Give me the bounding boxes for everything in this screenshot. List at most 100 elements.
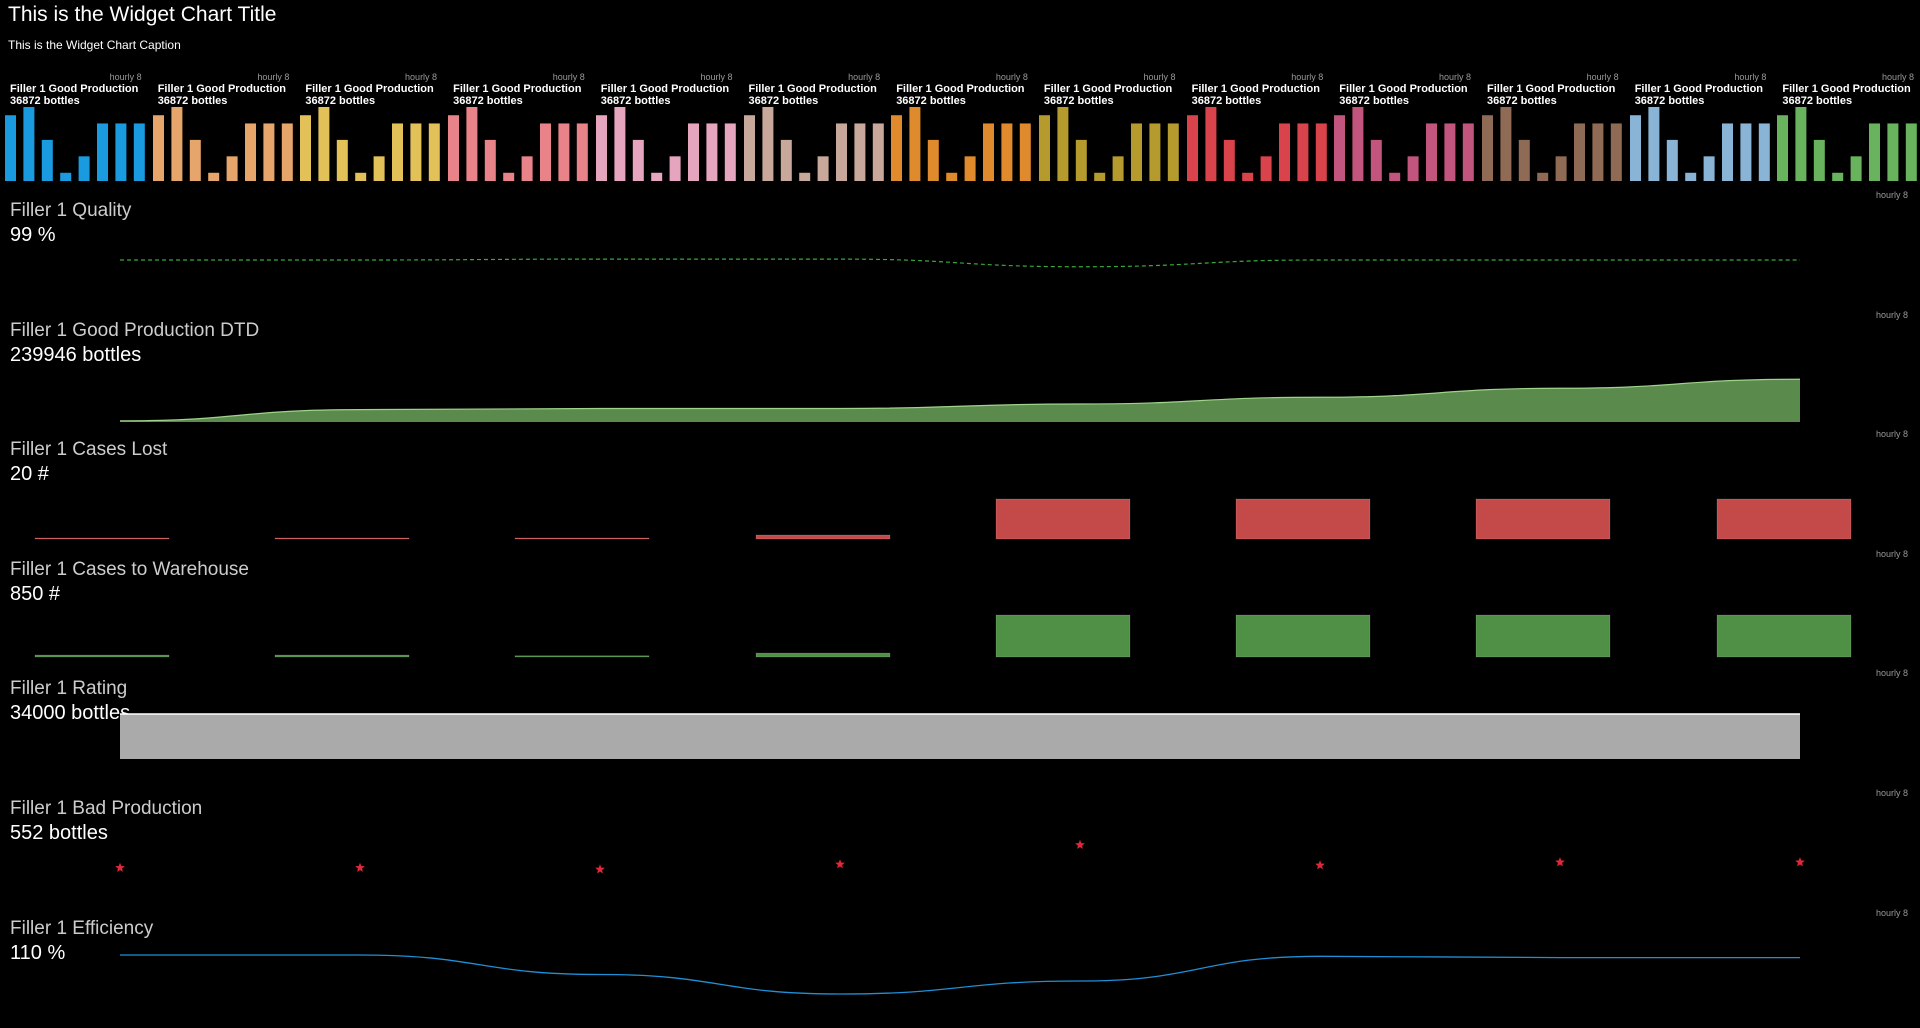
- panel-label: Filler 1 Good Production: [1487, 83, 1616, 95]
- bar: [1315, 123, 1327, 181]
- bar: [34, 654, 170, 658]
- metric-row-efficiency: hourly 8 Filler 1 Efficiency 110 %: [0, 908, 1920, 1028]
- bar: [1278, 123, 1290, 181]
- bar: [724, 123, 736, 181]
- metric-chart-efficiency: [120, 953, 1800, 995]
- bar: [1716, 614, 1852, 658]
- bar: [1352, 107, 1364, 181]
- metric-label: Filler 1 Cases Lost: [10, 439, 168, 461]
- bar: [946, 172, 958, 181]
- mini-panel: hourly 8 Filler 1 Good Production 36872 bo…: [0, 70, 148, 182]
- bar: [1610, 123, 1622, 181]
- panel-label: Filler 1 Good Production: [1339, 83, 1468, 95]
- bar: [576, 123, 588, 181]
- bar: [1463, 123, 1475, 181]
- panel-value: 36872 bottles: [1191, 95, 1262, 107]
- interval-label: hourly 8: [995, 72, 1028, 82]
- panel-label: Filler 1 Good Production: [157, 83, 287, 95]
- mini-bar-chart: [743, 107, 884, 181]
- mini-panel: hourly 8 Filler 1 Good Production 36872 bo…: [886, 70, 1034, 182]
- bar: [995, 498, 1131, 540]
- bar: [540, 123, 552, 181]
- bar: [1629, 115, 1641, 181]
- mini-panel: hourly 8 Filler 1 Good Production 36872 bo…: [591, 70, 739, 182]
- bar: [5, 115, 16, 181]
- bar: [1832, 172, 1844, 181]
- bar: [1592, 123, 1604, 181]
- interval-label: hourly 8: [552, 72, 585, 82]
- bar: [521, 156, 533, 181]
- bar: [1475, 614, 1611, 658]
- series-line: [120, 953, 1800, 995]
- interval-label: hourly 8: [257, 72, 290, 82]
- interval-label: hourly 8: [405, 72, 438, 82]
- panel-value: 36872 bottles: [896, 95, 966, 107]
- mini-bar-chart: [1038, 107, 1179, 181]
- bar: [755, 534, 891, 540]
- mini-bar-chart: [5, 107, 145, 181]
- bar: [1235, 614, 1371, 658]
- interval-label: hourly 8: [1875, 548, 1908, 559]
- bar: [1518, 139, 1530, 181]
- bar: [189, 139, 201, 181]
- metric-chart-cases_warehouse: [34, 614, 1852, 658]
- bar: [1887, 123, 1899, 181]
- mini-bar-chart: [1186, 107, 1327, 181]
- mini-panel: hourly 8 Filler 1 Good Production 36872 bo…: [1625, 70, 1773, 182]
- bar: [392, 123, 404, 181]
- panel-label: Filler 1 Good Production: [305, 83, 434, 95]
- panel-label: Filler 1 Good Production: [453, 83, 582, 95]
- bar: [133, 123, 145, 181]
- metric-label: Filler 1 Efficiency: [10, 917, 154, 939]
- bar: [927, 139, 939, 181]
- bar: [318, 107, 330, 181]
- bar: [1721, 123, 1733, 181]
- point: [115, 862, 125, 872]
- interval-label: hourly 8: [1875, 309, 1908, 320]
- bar: [1814, 139, 1826, 181]
- mini-panel: hourly 8 Filler 1 Good Production 36872 bo…: [1034, 70, 1182, 182]
- metric-label: Filler 1 Quality: [10, 200, 132, 221]
- bar: [964, 156, 976, 181]
- interval-label: hourly 8: [1734, 72, 1767, 82]
- interval-label: hourly 8: [1875, 190, 1908, 200]
- bar: [274, 537, 410, 540]
- bar: [1703, 156, 1715, 181]
- interval-label: hourly 8: [1586, 72, 1619, 82]
- bar: [761, 107, 773, 181]
- metric-row-good_dtd: hourly 8 Filler 1 Good Production DTD 2399…: [0, 310, 1920, 430]
- bar: [429, 123, 441, 181]
- metric-chart-quality: [120, 258, 1800, 268]
- bar: [1475, 498, 1611, 540]
- interval-label: hourly 8: [109, 72, 142, 82]
- bar: [1204, 107, 1216, 181]
- bar: [1795, 107, 1807, 181]
- panel-label: Filler 1 Good Production: [10, 83, 139, 95]
- bar: [274, 654, 410, 658]
- bar: [687, 123, 699, 181]
- mini-panel: hourly 8 Filler 1 Good Production 36872 bo…: [1477, 70, 1625, 182]
- bar: [614, 107, 626, 181]
- point: [355, 862, 365, 872]
- metric-value: 34000 bottles: [10, 702, 131, 725]
- bar: [60, 172, 72, 181]
- bar: [817, 156, 829, 181]
- bar: [1001, 123, 1013, 181]
- bar: [1500, 107, 1512, 181]
- metric-value: 850 #: [10, 582, 61, 605]
- bar: [115, 123, 127, 181]
- bar: [514, 537, 650, 540]
- panel-value: 36872 bottles: [1487, 95, 1557, 107]
- bar: [1906, 123, 1918, 181]
- metric-label: Filler 1 Bad Production: [10, 798, 203, 819]
- metric-row-cases_warehouse: hourly 8 Filler 1 Cases to Warehouse 850 #: [0, 549, 1920, 669]
- metric-chart-good_dtd: [119, 378, 1801, 422]
- mini-panel: hourly 8 Filler 1 Good Production 36872 bo…: [1772, 70, 1920, 182]
- mini-bar-chart: [300, 107, 441, 181]
- mini-bar-chart: [891, 107, 1031, 181]
- bar: [798, 172, 810, 181]
- metric-value: 110 %: [10, 941, 66, 964]
- point: [1795, 857, 1805, 867]
- metric-row-cases_lost: hourly 8 Filler 1 Cases Lost 20 #: [0, 429, 1920, 549]
